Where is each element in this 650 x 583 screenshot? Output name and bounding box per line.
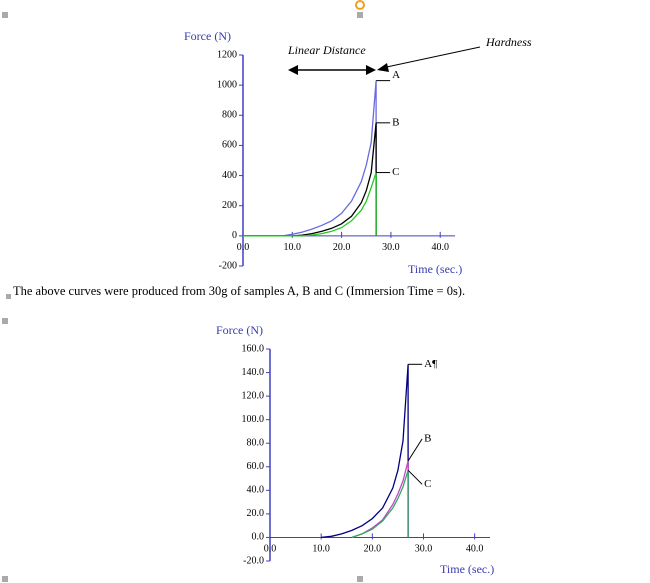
annotation: Hardness <box>485 35 532 49</box>
y-tick-label: 800 <box>222 110 237 121</box>
y-tick-label: -200 <box>219 260 237 271</box>
anchor-mark <box>2 318 8 324</box>
anchor-mark <box>2 576 8 582</box>
label-leader <box>407 469 423 485</box>
y-axis-title: Force (N) <box>216 323 263 337</box>
y-tick-label: 140.0 <box>242 367 265 378</box>
y-tick-label: 200 <box>222 200 237 211</box>
y-tick-label: 600 <box>222 140 237 151</box>
y-tick-label: 60.0 <box>247 461 265 472</box>
x-tick-label: 10.0 <box>312 544 330 555</box>
y-tick-label: 100.0 <box>242 414 265 425</box>
y-tick-label: 120.0 <box>242 390 265 401</box>
y-tick-label: -20.0 <box>243 555 264 566</box>
arrow-head <box>366 65 376 75</box>
series-line <box>243 80 377 237</box>
y-axis-title: Force (N) <box>184 29 231 43</box>
series-label: A¶ <box>424 358 437 370</box>
y-tick-label: 1200 <box>217 49 237 60</box>
series-label: A <box>392 69 400 81</box>
label-leader <box>407 438 423 462</box>
y-tick-label: 0.0 <box>252 532 265 543</box>
x-tick-label: 20.0 <box>333 242 351 253</box>
y-tick-label: 1000 <box>217 79 237 90</box>
x-axis-title: Time (sec.) <box>408 262 462 276</box>
anchor-icon <box>355 0 365 10</box>
arrow <box>381 46 481 69</box>
series-label: B <box>424 432 431 444</box>
x-tick-label: 10.0 <box>284 242 302 253</box>
x-tick-label: 40.0 <box>466 544 484 555</box>
series-line <box>321 364 409 539</box>
anchor-mark <box>357 576 363 582</box>
y-tick-label: 20.0 <box>247 508 265 519</box>
x-axis-title: Time (sec.) <box>440 562 494 576</box>
anchor-mark <box>6 294 11 299</box>
series-label: B <box>392 116 399 128</box>
x-tick-label: 30.0 <box>415 544 433 555</box>
annotation: Linear Distance <box>287 43 366 57</box>
x-tick-label: 40.0 <box>431 242 449 253</box>
anchor-mark <box>2 12 8 18</box>
series-label: C <box>424 478 431 490</box>
y-tick-label: 40.0 <box>247 485 265 496</box>
series-line <box>243 172 377 237</box>
series-label: C <box>392 166 399 178</box>
y-tick-label: 0 <box>232 230 237 241</box>
y-tick-label: 160.0 <box>242 343 265 354</box>
x-tick-label: 0.0 <box>237 242 250 253</box>
y-tick-label: 80.0 <box>247 438 265 449</box>
arrow-head <box>377 63 389 72</box>
x-tick-label: 0.0 <box>264 544 277 555</box>
arrow-head <box>288 65 298 75</box>
anchor-mark <box>357 12 363 18</box>
x-tick-label: 30.0 <box>382 242 400 253</box>
series-line <box>351 470 409 539</box>
x-tick-label: 20.0 <box>364 544 382 555</box>
series-line <box>243 122 377 237</box>
y-tick-label: 400 <box>222 170 237 181</box>
caption: The above curves were produced from 30g … <box>13 284 465 298</box>
